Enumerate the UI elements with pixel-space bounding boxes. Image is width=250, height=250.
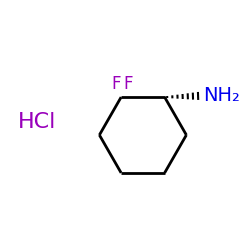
Text: HCl: HCl [18,112,57,132]
Text: F: F [112,75,121,93]
Text: F: F [124,75,133,93]
Text: NH₂: NH₂ [203,86,240,105]
